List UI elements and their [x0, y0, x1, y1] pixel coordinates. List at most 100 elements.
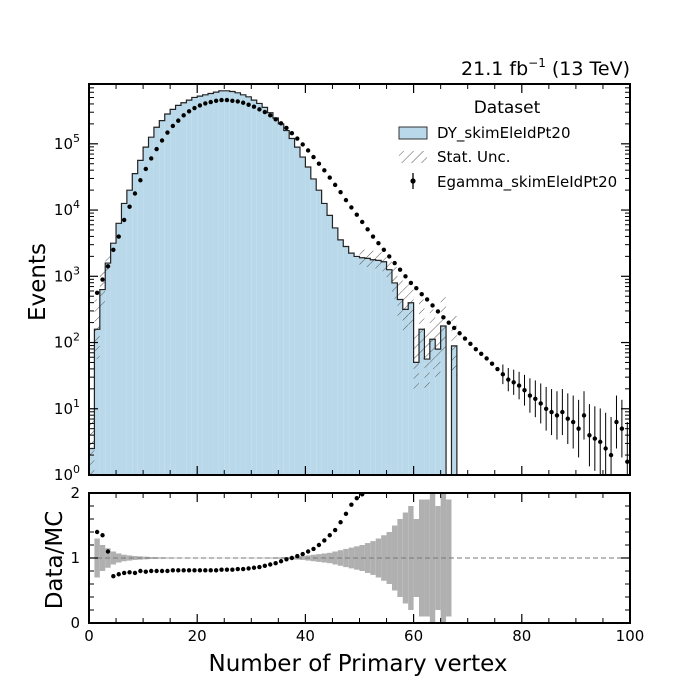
mc-bar: [153, 127, 160, 475]
ratio-point: [349, 502, 354, 507]
ratio-unc-bar: [251, 557, 257, 559]
ratio-unc-bar: [332, 551, 338, 565]
bottom-y-ticks: 0 1 2: [70, 484, 630, 632]
data-point: [446, 320, 451, 325]
mc-bar: [289, 138, 295, 475]
ratio-point: [111, 574, 116, 579]
data-point: [500, 372, 506, 377]
data-point: [257, 107, 262, 112]
ratio-point: [284, 557, 289, 562]
data-point: [581, 413, 587, 418]
data-point: [495, 366, 500, 372]
ratio-point: [268, 562, 273, 567]
data-point: [132, 191, 138, 196]
data-point: [457, 331, 462, 336]
mc-bar: [375, 260, 382, 475]
data-point: [392, 260, 397, 266]
ratio-point: [181, 568, 186, 573]
y-tick-label: 104: [54, 198, 80, 219]
ratio-point: [300, 551, 305, 557]
data-point: [316, 161, 322, 166]
mc-bar: [391, 282, 398, 475]
ratio-unc-bar: [180, 557, 187, 559]
mc-bar: [208, 93, 214, 475]
data-point: [598, 439, 603, 445]
data-point: [516, 383, 522, 388]
data-point: [311, 154, 316, 160]
data-point: [354, 212, 359, 217]
ratio-unc-bar: [413, 519, 420, 597]
x-axis-title: Number of Primary vertex: [209, 651, 508, 677]
mc-bar: [143, 147, 149, 475]
data-point: [192, 105, 197, 111]
data-point: [549, 409, 554, 415]
data-point: [527, 393, 533, 398]
data-point: [268, 113, 273, 118]
data-point: [143, 166, 149, 172]
legend-mc-swatch: [398, 126, 428, 140]
mc-bar: [402, 309, 409, 475]
data-point: [381, 247, 387, 252]
ratio-point: [138, 568, 143, 574]
data-point: [273, 117, 278, 122]
y-axis-title-top: Events: [25, 243, 51, 321]
mc-stat-unc: [89, 418, 95, 475]
ratio-point: [235, 566, 240, 572]
ratio-point: [251, 565, 257, 570]
ratio-point: [305, 549, 311, 554]
mc-bar: [283, 130, 290, 475]
data-point: [587, 433, 592, 438]
mc-bar: [240, 94, 246, 475]
ratio-point: [149, 568, 154, 574]
mc-bar: [364, 258, 371, 475]
mc-bar: [191, 97, 198, 475]
legend-data-marker: [410, 178, 416, 184]
data-point: [213, 98, 219, 103]
legend: Dataset DY_skimEleIdPt20 Stat. Unc. Egam…: [398, 98, 617, 192]
data-point: [149, 156, 154, 161]
data-point: [165, 130, 170, 135]
data-point: [468, 341, 473, 347]
y-axis-title-bottom: Data/MC: [42, 511, 68, 610]
y-tick-label: 105: [54, 132, 80, 153]
mc-bar: [440, 325, 447, 475]
data-point: [473, 346, 479, 352]
mc-bar: [224, 90, 230, 475]
mc-bar: [137, 160, 144, 475]
ratio-point: [105, 549, 111, 554]
ratio-unc-bar: [164, 557, 171, 559]
data-point: [619, 426, 625, 431]
ratio-point: [273, 561, 278, 566]
ratio-unc-bar: [397, 519, 403, 597]
data-point: [419, 291, 424, 297]
data-point: [121, 217, 127, 223]
ratio-point: [127, 570, 132, 575]
data-point: [533, 396, 538, 402]
data-point: [484, 356, 489, 361]
data-point: [408, 280, 414, 286]
data-point: [592, 436, 598, 441]
ratio-point: [143, 569, 149, 574]
mc-bar: [278, 123, 284, 475]
data-point: [387, 254, 392, 259]
mc-bar: [218, 90, 225, 475]
mc-bar: [332, 227, 338, 475]
data-point: [176, 118, 181, 123]
legend-data-label: Egamma_skimEleIdPt20: [437, 173, 617, 192]
mc-bar: [105, 263, 111, 475]
data-point: [608, 452, 614, 458]
data-point: [370, 234, 376, 239]
mc-bar: [408, 302, 414, 475]
x-tick-label: 60: [404, 627, 423, 645]
data-point: [414, 286, 419, 291]
data-point: [376, 240, 381, 246]
data-point: [560, 409, 565, 415]
mc-bar: [429, 339, 436, 475]
mc-bar: [170, 109, 176, 475]
mc-bar: [159, 120, 165, 475]
data-point: [300, 142, 305, 147]
luminosity-label: 21.1 fb−1 (13 TeV): [461, 56, 630, 80]
ratio-unc-bar: [316, 554, 322, 562]
data-point: [94, 290, 100, 296]
